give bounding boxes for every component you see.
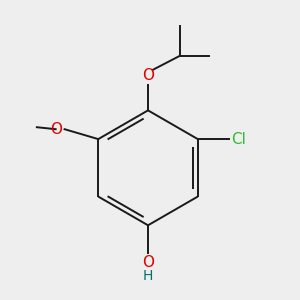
Text: O: O [142, 255, 154, 270]
Text: H: H [143, 269, 153, 283]
Text: O: O [142, 68, 154, 82]
Text: O: O [51, 122, 63, 137]
Text: Cl: Cl [232, 132, 246, 147]
